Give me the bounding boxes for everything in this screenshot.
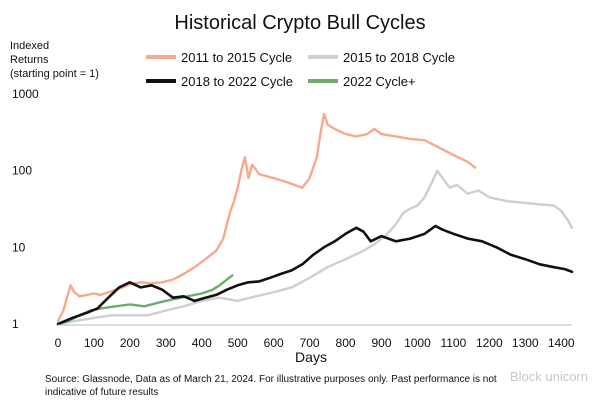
x-tick-label: 1300 bbox=[512, 336, 539, 350]
x-tick-label: 1200 bbox=[476, 336, 503, 350]
x-tick-label: 900 bbox=[371, 336, 391, 350]
y-axis-label-line-3: (starting point = 1) bbox=[10, 68, 99, 80]
y-tick-label: 1 bbox=[12, 317, 19, 331]
y-axis-label-line-2: Returns bbox=[10, 54, 49, 66]
x-tick-label: 800 bbox=[336, 336, 356, 350]
watermark-text: Block unicorn bbox=[510, 369, 588, 384]
y-tick-label: 1000 bbox=[12, 87, 39, 101]
x-tick-label: 500 bbox=[228, 336, 248, 350]
source-line-1: Source: Glassnode, Data as of March 21, … bbox=[45, 374, 497, 385]
x-tick-label: 0 bbox=[55, 336, 62, 350]
x-tick-label: 600 bbox=[264, 336, 284, 350]
x-tick-label: 1000 bbox=[404, 336, 431, 350]
x-tick-label: 100 bbox=[84, 336, 104, 350]
series-lines bbox=[56, 112, 574, 326]
series-line-3 bbox=[56, 224, 574, 326]
axis-ticks: 0 100 200 300 400 500 600 700 800 900 1000 1100 1200… bbox=[12, 87, 575, 350]
source-line-2: indicative of future results bbox=[45, 387, 158, 398]
x-tick-label: 200 bbox=[120, 336, 140, 350]
legend-label: 2018 to 2022 Cycle bbox=[181, 74, 293, 89]
series-line-1 bbox=[56, 112, 477, 322]
x-axis-label: Days bbox=[295, 349, 327, 365]
legend: 2011 to 2015 Cycle 2015 to 2018 Cycle 2018… bbox=[146, 50, 455, 89]
y-axis-label-line-1: Indexed bbox=[10, 40, 49, 52]
x-tick-label: 700 bbox=[300, 336, 320, 350]
series-line-2 bbox=[56, 169, 574, 326]
y-tick-label: 10 bbox=[12, 240, 26, 254]
x-tick-label: 400 bbox=[192, 336, 212, 350]
legend-label: 2015 to 2018 Cycle bbox=[343, 50, 455, 65]
legend-label: 2011 to 2015 Cycle bbox=[181, 50, 292, 65]
legend-label: 2022 Cycle+ bbox=[343, 74, 416, 89]
y-tick-label: 100 bbox=[12, 164, 32, 178]
chart-title: Historical Crypto Bull Cycles bbox=[174, 12, 425, 34]
x-tick-label: 1100 bbox=[440, 336, 466, 350]
x-tick-label: 300 bbox=[156, 336, 176, 350]
x-tick-label: 1400 bbox=[548, 336, 575, 350]
